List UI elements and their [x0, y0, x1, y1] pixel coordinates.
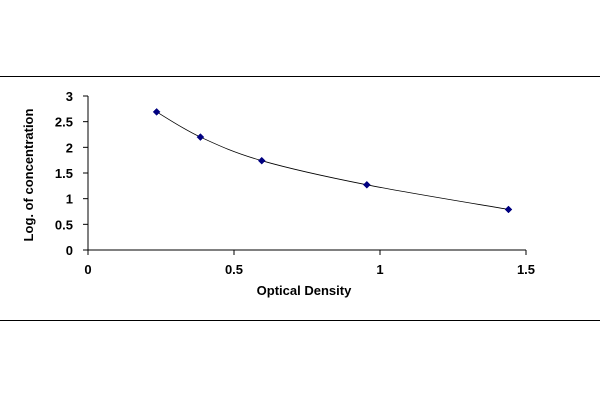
data-point: [196, 133, 205, 141]
data-point: [152, 108, 161, 116]
x-tick-label: 0.5: [225, 262, 243, 277]
y-tick-label: 0.5: [55, 217, 73, 232]
y-tick-label: 1.5: [55, 166, 73, 181]
x-tick-label: 1: [376, 262, 383, 277]
fit-curve: [156, 111, 509, 210]
y-tick-label: 3: [66, 89, 73, 104]
axes: [87, 96, 526, 251]
y-tick-label: 2: [66, 140, 73, 155]
chart-frame: [0, 76, 600, 321]
x-axis-title: Optical Density: [257, 283, 352, 298]
y-tick-label: 1: [66, 192, 73, 207]
y-tick-label: 0: [66, 243, 73, 258]
data-point: [363, 180, 371, 189]
y-axis-title: Log. of concentration: [21, 109, 36, 242]
x-tick-label: 1.5: [517, 262, 535, 277]
data-point: [257, 156, 266, 165]
x-tick-label: 0: [84, 262, 91, 277]
y-tick-label: 2.5: [55, 115, 73, 130]
y-ticks: 0 0.5 1 1.5 2 2.5 3: [55, 89, 88, 258]
data-point: [504, 205, 513, 214]
data-points: [152, 108, 513, 214]
x-ticks: 0 0.5 1 1.5: [84, 250, 535, 277]
